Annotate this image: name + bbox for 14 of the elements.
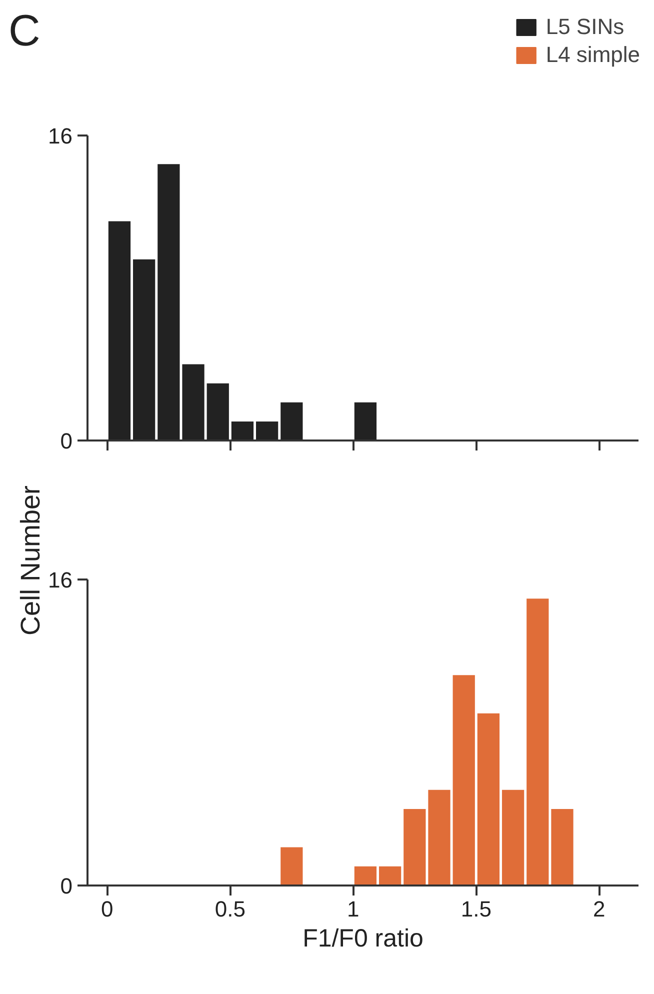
legend-label: L4 simple <box>546 42 640 68</box>
y-tick-label: 16 <box>48 124 73 148</box>
x-tick-label: 0.5 <box>214 896 246 922</box>
x-tick-label: 2 <box>593 896 606 922</box>
x-axis-title: F1/F0 ratio <box>302 924 424 952</box>
y-tick-label: 0 <box>60 428 73 454</box>
x-tick-label: 1 <box>347 896 360 922</box>
y-tick-label: 0 <box>60 874 73 898</box>
y-tick-label: 16 <box>48 568 73 592</box>
x-tick-label: 1.5 <box>460 896 492 922</box>
legend-label: L5 SINs <box>546 14 624 40</box>
x-tick-label: 0 <box>101 896 114 922</box>
y-axis-title: Cell Number <box>16 485 46 636</box>
chart-title: C <box>8 6 40 56</box>
